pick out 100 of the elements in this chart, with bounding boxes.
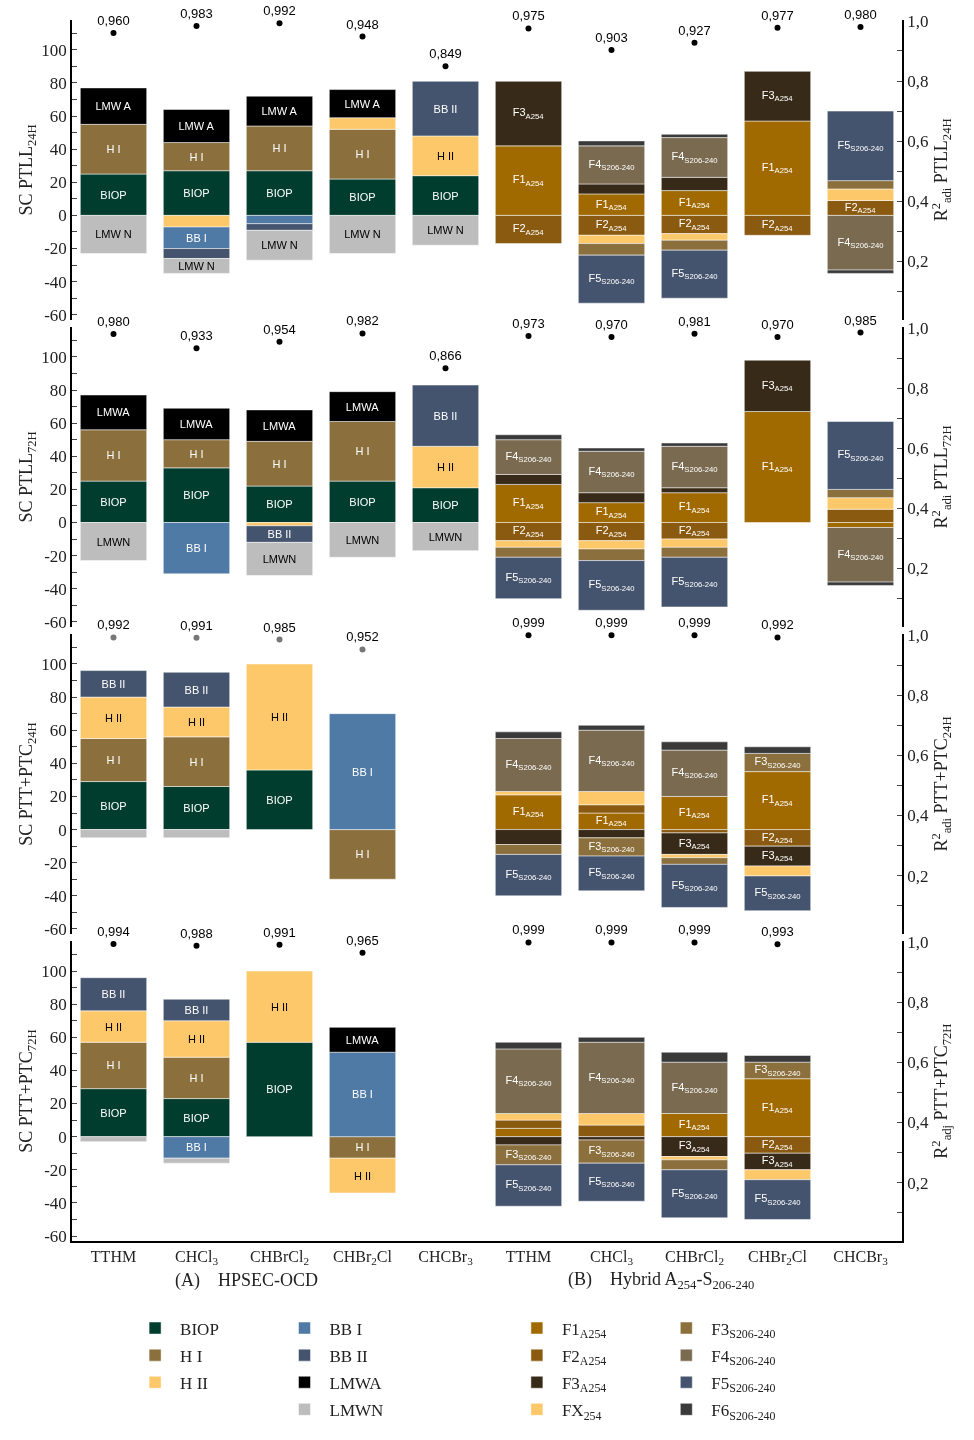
y2-tick-label: 0,4 bbox=[907, 192, 929, 212]
point bbox=[110, 634, 117, 641]
y-tick-label: 80 bbox=[49, 688, 67, 708]
data-label: BIOP bbox=[183, 489, 210, 502]
data-label: F3$_{S206-240}$ bbox=[588, 1144, 635, 1159]
data-label: H II bbox=[187, 715, 206, 728]
data-label: 0,960 bbox=[97, 12, 130, 28]
data-label: 0,970 bbox=[761, 317, 794, 332]
data-label: BIOP bbox=[266, 1083, 293, 1096]
data-label: F4$_{S206-240}$ bbox=[505, 449, 552, 465]
y-tick-label: 80 bbox=[49, 995, 67, 1015]
data-label: F5$_{S206-240}$ bbox=[505, 570, 552, 586]
data-label: 0,981 bbox=[678, 313, 711, 329]
x-tick-label: CHBrCl$_{2}$ bbox=[250, 1247, 309, 1268]
data-label: F5$_{S206-240}$ bbox=[671, 267, 718, 282]
data-label: H II bbox=[436, 149, 455, 162]
data-label: F2$_{A254}$ bbox=[761, 218, 794, 233]
y2-tick-label: 0,6 bbox=[907, 1053, 929, 1073]
data-label: F5$_{S206-240}$ bbox=[505, 867, 552, 883]
data-label: F5$_{S206-240}$ bbox=[837, 448, 884, 463]
data-label: H I bbox=[106, 143, 121, 156]
data-label: 0,980 bbox=[844, 6, 877, 22]
legend-label: F4$_{S206-240}$ bbox=[711, 1346, 776, 1369]
y-tick-label: -40 bbox=[44, 579, 67, 599]
data-label: F1$_{A254}$ bbox=[761, 793, 794, 808]
data-label: H I bbox=[189, 755, 204, 768]
point bbox=[857, 23, 864, 30]
y-tick-label: 20 bbox=[49, 480, 67, 500]
data-label: F2$_{A254}$ bbox=[512, 222, 545, 237]
data-label: F1$_{A254}$ bbox=[595, 814, 628, 829]
point bbox=[110, 331, 117, 337]
data-label: 0,980 bbox=[97, 314, 130, 329]
data-label: H II bbox=[270, 710, 289, 723]
data-label: F2$_{A254}$ bbox=[678, 523, 711, 538]
y-tick-label: 40 bbox=[49, 447, 67, 467]
data-label: 0,903 bbox=[595, 30, 628, 46]
y-tick-label: 100 bbox=[41, 962, 67, 981]
data-label: BIOP bbox=[432, 499, 459, 512]
data-label: F1$_{A254}$ bbox=[678, 805, 711, 821]
y-tick-label: -60 bbox=[44, 1226, 67, 1246]
data-label: F1$_{A254}$ bbox=[678, 500, 711, 515]
y-tick-label: 0 bbox=[58, 206, 67, 226]
point bbox=[525, 25, 532, 32]
data-label: 0,992 bbox=[97, 617, 130, 633]
point bbox=[110, 29, 117, 36]
point bbox=[193, 23, 200, 30]
data-label: 0,954 bbox=[263, 321, 296, 337]
point bbox=[691, 39, 698, 46]
data-label: BB I bbox=[186, 1141, 207, 1154]
point bbox=[359, 330, 366, 337]
y2-tick-label: 0,2 bbox=[907, 559, 929, 579]
y2-tick-label: 0,8 bbox=[907, 993, 929, 1013]
data-label: 0,849 bbox=[429, 46, 462, 62]
point bbox=[691, 632, 698, 639]
y-tick-label: 60 bbox=[49, 107, 67, 126]
y2-tick-label: 0,8 bbox=[907, 686, 929, 706]
text: (B) Hybrid A$_{254}$-S$_{206-240}$ bbox=[568, 1269, 755, 1292]
data-label: F5$_{S206-240}$ bbox=[505, 1178, 552, 1193]
y2-tick-label: 1,0 bbox=[907, 11, 929, 31]
data-label: LMWA bbox=[345, 1033, 380, 1046]
data-label: BIOP bbox=[183, 187, 210, 200]
point bbox=[525, 333, 532, 340]
data-label: H II bbox=[187, 1032, 206, 1045]
point bbox=[774, 634, 781, 641]
data-label: BIOP bbox=[349, 495, 376, 508]
y-tick-label: 80 bbox=[49, 380, 67, 400]
data-label: F4$_{S206-240}$ bbox=[588, 1070, 635, 1086]
x-tick-label: CHBrCl$_{2}$ bbox=[665, 1247, 724, 1268]
y-tick-label: -40 bbox=[44, 1193, 67, 1213]
y2-tick-label: 1,0 bbox=[907, 933, 929, 953]
data-label: F3$_{S206-240}$ bbox=[754, 755, 801, 770]
y-tick-label: 100 bbox=[41, 654, 67, 674]
y2-tick-label: 0,4 bbox=[907, 1113, 929, 1133]
data-label: F4$_{S206-240}$ bbox=[671, 766, 718, 781]
y-tick-label: 20 bbox=[49, 173, 67, 193]
y-tick-label: 0 bbox=[58, 820, 67, 840]
data-label: F3$_{A254}$ bbox=[678, 1139, 711, 1154]
y2-tick-label: 0,8 bbox=[907, 379, 929, 399]
data-label: LMWA bbox=[96, 406, 131, 419]
data-label: BB I bbox=[186, 231, 207, 244]
data-label: H I bbox=[106, 1059, 121, 1072]
y2-tick-label: 0,6 bbox=[907, 132, 929, 152]
data-label: BB II bbox=[101, 677, 126, 690]
point bbox=[359, 646, 366, 653]
data-label: 0,948 bbox=[346, 16, 379, 32]
y-tick-label: 40 bbox=[49, 140, 67, 160]
point bbox=[442, 63, 449, 70]
data-label: H I bbox=[355, 148, 370, 161]
x-tick-label: CHCl$_{3}$ bbox=[175, 1247, 219, 1268]
point bbox=[193, 634, 200, 641]
data-label: 0,999 bbox=[512, 615, 545, 631]
y-tick-label: 60 bbox=[49, 414, 67, 434]
data-label: F2$_{A254}$ bbox=[678, 217, 711, 232]
x-tick-label: CHCBr$_{3}$ bbox=[833, 1247, 889, 1268]
y-tick-label: -20 bbox=[44, 239, 67, 259]
data-label: F3$_{S206-240}$ bbox=[505, 1147, 552, 1163]
point bbox=[608, 47, 615, 54]
data-label: LMW A bbox=[261, 105, 298, 118]
data-label: H I bbox=[272, 457, 287, 470]
data-label: BIOP bbox=[266, 793, 293, 806]
